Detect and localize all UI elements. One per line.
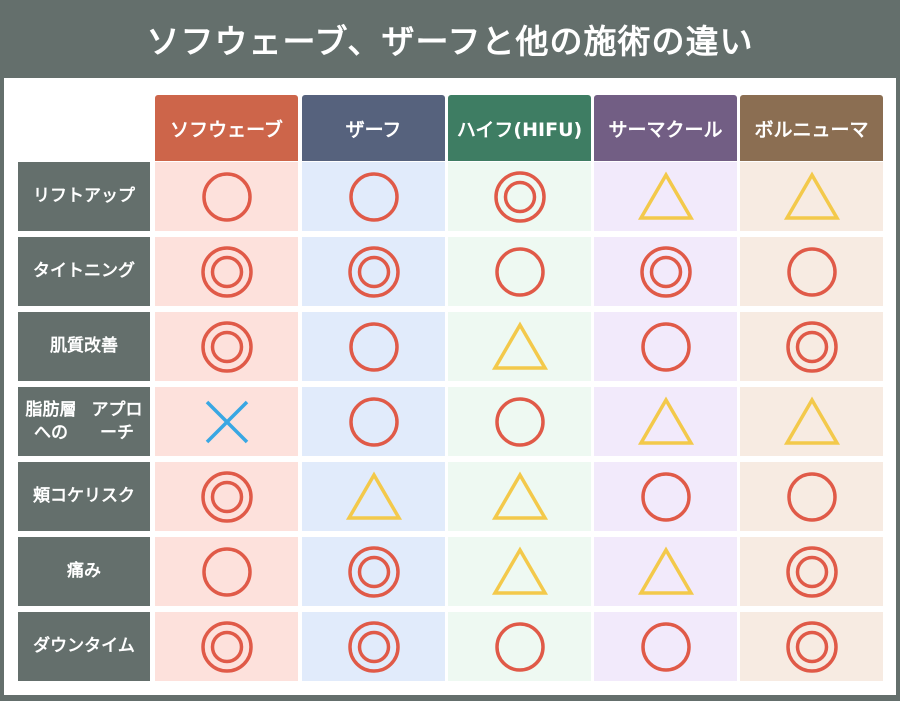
table-cell bbox=[448, 162, 591, 231]
row-label: 頬コケリスク bbox=[18, 462, 150, 531]
circle-mark-icon bbox=[786, 471, 837, 522]
double-circle-mark-icon bbox=[785, 320, 838, 373]
table-cell bbox=[302, 537, 445, 606]
double-circle-mark-icon bbox=[200, 470, 253, 523]
table-cell bbox=[740, 162, 883, 231]
circle-mark-icon bbox=[786, 246, 837, 297]
triangle-mark-icon bbox=[783, 396, 840, 445]
table-cell bbox=[302, 162, 445, 231]
circle-mark-icon bbox=[494, 396, 545, 447]
triangle-mark-icon bbox=[637, 546, 694, 595]
table-cell bbox=[448, 237, 591, 306]
double-circle-mark-icon bbox=[347, 620, 400, 673]
double-circle-mark-icon bbox=[200, 320, 253, 373]
table-cell bbox=[594, 462, 737, 531]
column-header: ボルニューマ bbox=[740, 95, 883, 161]
table-cell bbox=[155, 312, 298, 381]
double-circle-mark-icon bbox=[785, 545, 838, 598]
table-cell bbox=[448, 612, 591, 681]
table-cell bbox=[594, 312, 737, 381]
circle-mark-icon bbox=[494, 246, 545, 297]
column-header: サーマクール bbox=[594, 95, 737, 161]
table-cell bbox=[448, 462, 591, 531]
double-circle-mark-icon bbox=[347, 245, 400, 298]
table-cell bbox=[155, 237, 298, 306]
table-cell bbox=[594, 387, 737, 456]
triangle-mark-icon bbox=[783, 171, 840, 220]
circle-mark-icon bbox=[494, 621, 545, 672]
page-title: ソフウェーブ、ザーフと他の施術の違い bbox=[146, 22, 754, 61]
table-cell bbox=[155, 612, 298, 681]
double-circle-mark-icon bbox=[200, 620, 253, 673]
row-label: ダウンタイム bbox=[18, 612, 150, 681]
table-cell bbox=[302, 312, 445, 381]
table-cell bbox=[594, 162, 737, 231]
table-cell bbox=[740, 312, 883, 381]
circle-mark-icon bbox=[348, 321, 399, 372]
table-cell bbox=[594, 537, 737, 606]
row-label: 脂肪層への アプローチ bbox=[18, 387, 150, 456]
triangle-mark-icon bbox=[345, 471, 402, 520]
table-cell bbox=[155, 462, 298, 531]
row-label: タイトニング bbox=[18, 237, 150, 306]
circle-mark-icon bbox=[201, 171, 252, 222]
triangle-mark-icon bbox=[491, 546, 548, 595]
table-cell bbox=[302, 387, 445, 456]
table-cell bbox=[594, 612, 737, 681]
double-circle-mark-icon bbox=[493, 170, 546, 223]
double-circle-mark-icon bbox=[200, 245, 253, 298]
table-cell bbox=[302, 237, 445, 306]
triangle-mark-icon bbox=[637, 396, 694, 445]
row-label: リフトアップ bbox=[18, 162, 150, 231]
table-cell bbox=[302, 462, 445, 531]
triangle-mark-icon bbox=[491, 321, 548, 370]
table-cell bbox=[155, 537, 298, 606]
column-header: ザーフ bbox=[302, 95, 445, 161]
double-circle-mark-icon bbox=[639, 245, 692, 298]
table-cell bbox=[448, 312, 591, 381]
table-cell bbox=[740, 612, 883, 681]
row-label: 痛み bbox=[18, 537, 150, 606]
table-cell bbox=[302, 612, 445, 681]
circle-mark-icon bbox=[640, 471, 691, 522]
column-header: ハイフ(HIFU) bbox=[448, 95, 591, 161]
row-label: 肌質改善 bbox=[18, 312, 150, 381]
table-cell bbox=[740, 237, 883, 306]
circle-mark-icon bbox=[348, 396, 399, 447]
double-circle-mark-icon bbox=[785, 620, 838, 673]
circle-mark-icon bbox=[640, 321, 691, 372]
column-header: ソフウェーブ bbox=[155, 95, 298, 161]
circle-mark-icon bbox=[640, 621, 691, 672]
circle-mark-icon bbox=[201, 546, 252, 597]
table-cell bbox=[155, 162, 298, 231]
triangle-mark-icon bbox=[491, 471, 548, 520]
circle-mark-icon bbox=[348, 171, 399, 222]
table-cell bbox=[448, 537, 591, 606]
double-circle-mark-icon bbox=[347, 545, 400, 598]
table-cell bbox=[448, 387, 591, 456]
table-cell bbox=[740, 387, 883, 456]
table-cell bbox=[740, 537, 883, 606]
table-cell bbox=[594, 237, 737, 306]
table-cell bbox=[740, 462, 883, 531]
triangle-mark-icon bbox=[637, 171, 694, 220]
cross-mark-icon bbox=[205, 400, 248, 443]
table-cell bbox=[155, 387, 298, 456]
